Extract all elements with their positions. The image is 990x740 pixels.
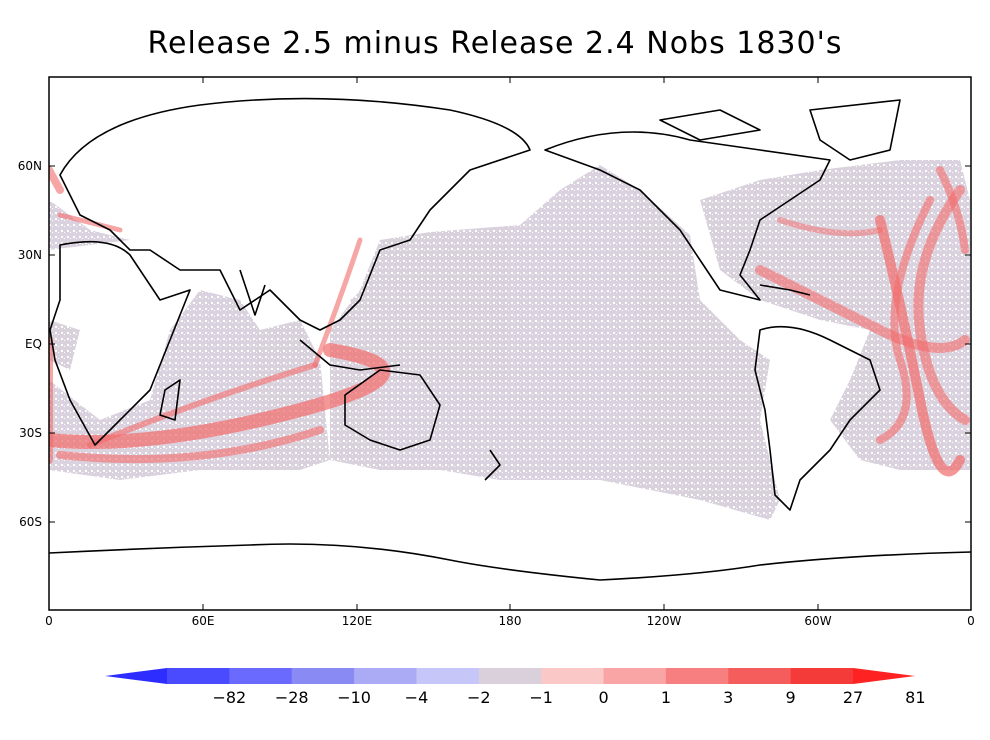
colorbar-label: −2 xyxy=(467,688,491,707)
shipping-lanes xyxy=(49,166,970,477)
lat-label-60n: 60N xyxy=(17,159,42,173)
colorbar-swatch xyxy=(167,668,230,684)
lat-label-30s: 30S xyxy=(19,426,42,440)
colorbar-label: −4 xyxy=(404,688,429,707)
colorbar-label: 0 xyxy=(598,688,609,707)
lat-label-eq: EQ xyxy=(24,337,42,351)
lat-label-30n: 30N xyxy=(17,248,42,262)
colorbar-label: −28 xyxy=(274,688,309,707)
colorbar-label: 1 xyxy=(660,688,671,707)
coastlines xyxy=(49,97,971,581)
lon-label-0-east: 0 xyxy=(967,614,975,628)
colorbar-arrow-low xyxy=(105,668,167,684)
colorbar-label: −82 xyxy=(212,688,247,707)
lon-label-120w: 120W xyxy=(646,614,682,628)
colorbar-label: −1 xyxy=(529,688,553,707)
lon-ticks xyxy=(202,77,819,610)
colorbar-label: 3 xyxy=(723,688,734,707)
colorbar-label: 9 xyxy=(785,688,796,707)
colorbar-swatch xyxy=(354,668,417,684)
lon-label-120e: 120E xyxy=(341,614,373,628)
lat-ticks xyxy=(49,165,971,523)
colorbar-swatch xyxy=(541,668,605,684)
colorbar-swatch xyxy=(229,668,293,684)
colorbar-label: 27 xyxy=(842,688,864,707)
map-title: Release 2.5 minus Release 2.4 Nobs 1830'… xyxy=(147,26,843,61)
lon-label-60w: 60W xyxy=(804,614,832,628)
colorbar-arrow-high xyxy=(853,668,915,684)
colorbar-swatch xyxy=(790,668,854,684)
lon-label-180: 180 xyxy=(498,614,522,628)
colorbar xyxy=(105,668,915,684)
colorbar-label: 81 xyxy=(905,688,926,707)
colorbar-label: −10 xyxy=(337,688,371,707)
lat-label-60s: 60S xyxy=(19,515,42,529)
colorbar-swatch xyxy=(478,668,542,684)
lon-label-60e: 60E xyxy=(191,614,215,628)
lon-label-0: 0 xyxy=(45,614,53,628)
colorbar-swatch xyxy=(728,668,792,684)
colorbar-swatch xyxy=(603,668,667,684)
colorbar-swatch xyxy=(291,668,355,684)
colorbar-swatch xyxy=(665,668,729,684)
colorbar-swatch xyxy=(416,668,480,684)
